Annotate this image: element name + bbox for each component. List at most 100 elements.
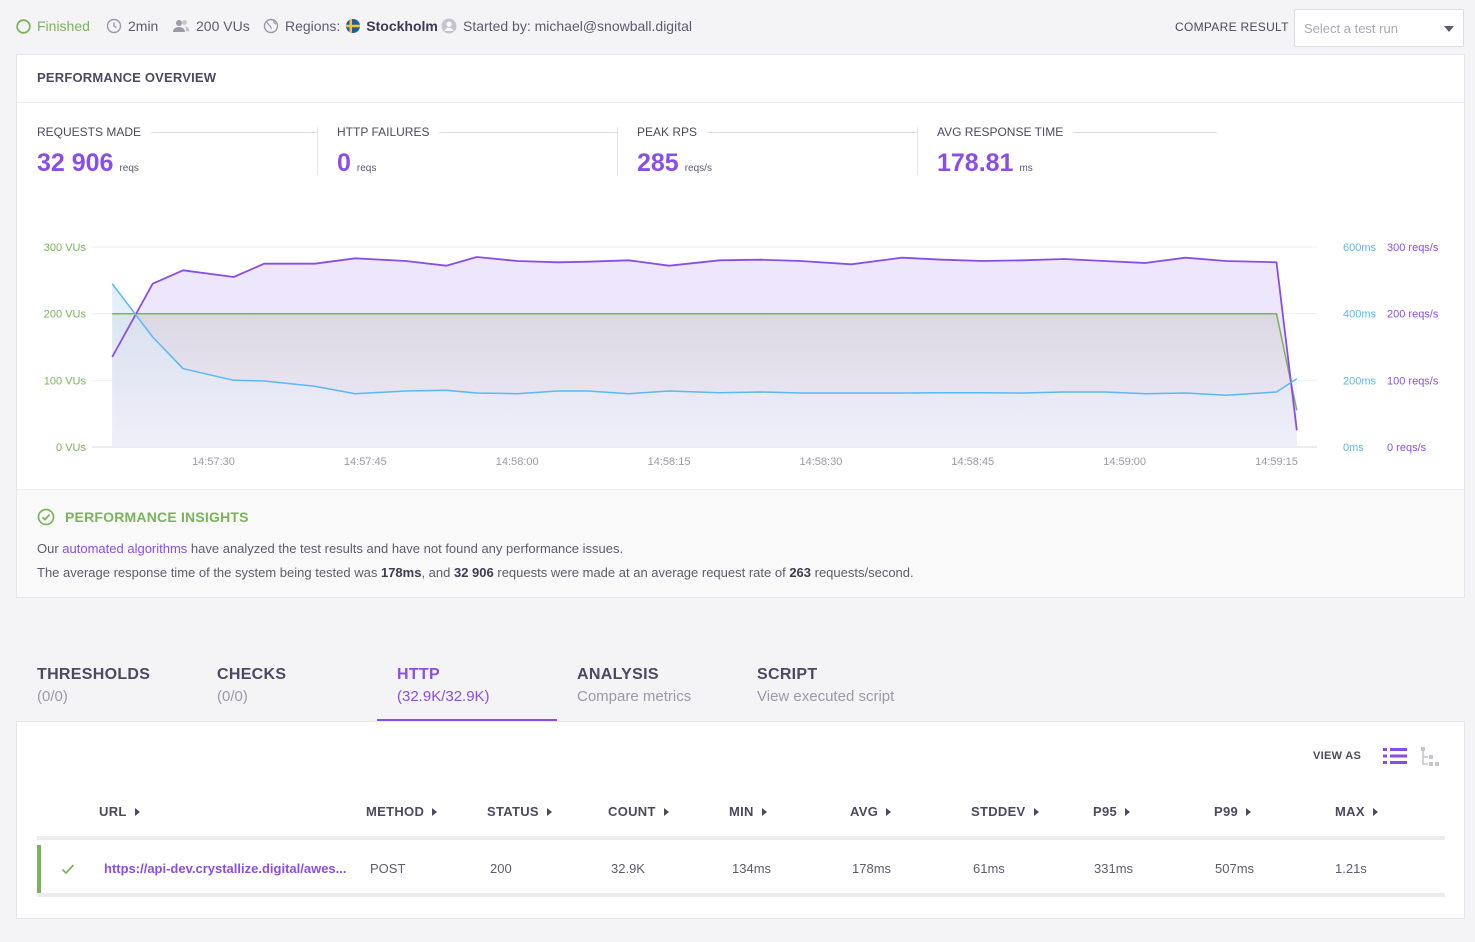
stat-unit: reqs [119, 163, 139, 174]
column-count[interactable]: COUNT [608, 804, 669, 819]
x-tick-label: 14:58:00 [496, 456, 539, 468]
compare-test-run-select[interactable]: Select a test run [1294, 9, 1464, 47]
region-name: Stockholm [366, 18, 438, 34]
performance-chart[interactable]: 0 VUs 0ms 0 reqs/s 100 VUs 200ms 100 reqs/s 20… [17, 225, 1464, 490]
globe-icon [263, 18, 279, 34]
divider [917, 127, 918, 175]
tab-subtitle: (0/0) [37, 688, 68, 705]
insights-avg-rate: 263 [789, 565, 812, 580]
duration-label: 2min [128, 18, 159, 34]
regions-label: Regions: [285, 18, 341, 34]
user-avatar-icon [441, 18, 457, 34]
column-label: P99 [1214, 804, 1239, 819]
y-tick-response-time: 400ms [1343, 309, 1377, 321]
column-status[interactable]: STATUS [487, 804, 552, 819]
x-tick-label: 14:57:30 [192, 456, 235, 468]
x-tick-label: 14:59:15 [1255, 456, 1298, 468]
sort-arrow-icon [432, 807, 438, 816]
divider [707, 131, 917, 133]
automated-algorithms-link[interactable]: automated algorithms [62, 541, 188, 556]
column-label: COUNT [608, 804, 656, 819]
compare-result-label: COMPARE RESULT [1175, 20, 1289, 34]
chevron-down-icon [1444, 26, 1454, 32]
performance-overview-title: PERFORMANCE OVERVIEW [17, 55, 1464, 103]
column-max[interactable]: MAX [1335, 804, 1378, 819]
y-tick-response-time: 200ms [1343, 375, 1377, 387]
insights-avg-response: 178ms [380, 565, 422, 580]
cell-min: 134ms [732, 861, 772, 876]
sort-arrow-icon [663, 807, 669, 816]
x-tick-label: 14:58:45 [951, 456, 994, 468]
stat-value: 285 [637, 149, 679, 177]
tab-checks[interactable]: CHECKS (0/0) [197, 666, 377, 721]
stat-value: 178.81 [937, 149, 1014, 177]
tab-subtitle: (32.9K/32.9K) [397, 688, 490, 705]
divider [37, 893, 1445, 897]
duration: 2min [106, 18, 158, 34]
performance-overview-panel: PERFORMANCE OVERVIEW REQUESTS MADE 32 90… [16, 54, 1465, 598]
cell-url[interactable]: https://api-dev.crystallize.digital/awes… [104, 861, 347, 876]
y-tick-response-time: 0ms [1343, 442, 1364, 454]
cell-count: 32.9K [611, 861, 645, 876]
column-avg[interactable]: AVG [850, 804, 892, 819]
column-min[interactable]: MIN [729, 804, 767, 819]
tab-script[interactable]: SCRIPT View executed script [737, 666, 957, 721]
cell-status: 200 [490, 861, 512, 876]
tab-analysis[interactable]: ANALYSIS Compare metrics [557, 666, 737, 721]
column-stddev[interactable]: STDDEV [971, 804, 1039, 819]
stat-avg-response-time: AVG RESPONSE TIME 178.81 ms [937, 125, 1217, 178]
cell-stddev: 61ms [973, 861, 1005, 876]
stat-unit: reqs [356, 163, 377, 174]
column-method[interactable]: METHOD [366, 804, 438, 819]
x-tick-label: 14:58:30 [800, 456, 843, 468]
sweden-flag-icon [346, 19, 361, 33]
column-p95[interactable]: P95 [1093, 804, 1131, 819]
insights-title: PERFORMANCE INSIGHTS [37, 508, 249, 526]
y-tick-rps: 0 reqs/s [1387, 442, 1427, 454]
y-tick-vus: 300 VUs [44, 242, 87, 254]
started-by: Started by: michael@snowball.digital [441, 18, 692, 34]
compare-select-placeholder: Select a test run [1304, 21, 1398, 36]
column-label: MIN [729, 804, 754, 819]
x-tick-label: 14:57:45 [344, 456, 387, 468]
sort-arrow-icon [886, 807, 892, 816]
column-label: STATUS [487, 804, 539, 819]
sort-arrow-icon [1125, 807, 1131, 816]
tab-http[interactable]: HTTP (32.9K/32.9K) [377, 666, 557, 721]
tab-subtitle: (0/0) [217, 688, 248, 705]
line-vus [112, 312, 1298, 411]
y-tick-rps: 100 reqs/s [1387, 375, 1439, 387]
insights-text: requests/second. [811, 565, 914, 580]
column-url[interactable]: URL [99, 804, 140, 819]
divider [151, 131, 317, 133]
x-tick-label: 14:58:15 [648, 456, 691, 468]
column-p99[interactable]: P99 [1214, 804, 1252, 819]
insights-details: The average response time of the system … [37, 565, 914, 580]
tab-title: THRESHOLDS [37, 666, 151, 683]
y-tick-vus: 100 VUs [44, 375, 87, 387]
insights-text: Our [37, 541, 63, 556]
insights-text: , and [421, 565, 454, 580]
tab-thresholds[interactable]: THRESHOLDS (0/0) [17, 666, 197, 721]
column-label: P95 [1093, 804, 1118, 819]
insights-text: The average response time of the system … [37, 565, 381, 580]
table-row[interactable]: https://api-dev.crystallize.digital/awes… [37, 845, 1445, 893]
insights-title-text: PERFORMANCE INSIGHTS [65, 509, 249, 525]
tree-view-icon[interactable] [1420, 746, 1440, 768]
y-tick-vus: 0 VUs [56, 442, 86, 454]
column-label: MAX [1335, 804, 1365, 819]
check-circle-icon [37, 508, 55, 526]
tab-title: SCRIPT [757, 666, 818, 683]
y-tick-response-time: 600ms [1343, 242, 1377, 254]
stat-label: REQUESTS MADE [37, 125, 142, 139]
performance-insights: PERFORMANCE INSIGHTS Our automated algor… [17, 489, 1464, 597]
stat-requests-made: REQUESTS MADE 32 906 reqs [37, 125, 317, 178]
tab-subtitle: Compare metrics [577, 688, 692, 705]
stat-value: 32 906 [37, 149, 114, 177]
divider [37, 836, 1445, 840]
stat-label: PEAK RPS [637, 125, 698, 139]
insights-text: requests were made at an average request… [493, 565, 790, 580]
list-view-icon[interactable] [1382, 746, 1408, 766]
http-requests-panel: VIEW AS URL METHOD STATUS COUNT MIN AVG … [16, 721, 1465, 919]
stat-label: HTTP FAILURES [337, 125, 430, 139]
